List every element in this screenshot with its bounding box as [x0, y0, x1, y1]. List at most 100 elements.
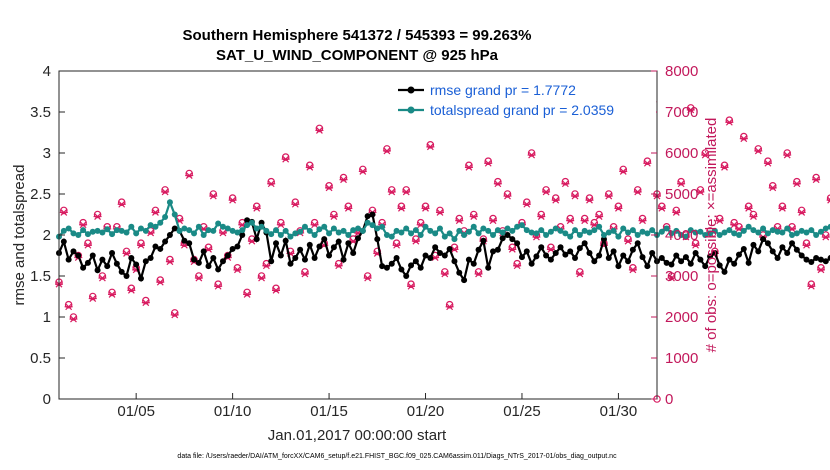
obs-possible-point — [783, 149, 792, 157]
totalspread-point — [379, 223, 386, 230]
totalspread-point — [509, 227, 516, 234]
rmse-point — [514, 240, 521, 247]
rmse-point — [70, 248, 77, 255]
totalspread-point — [128, 223, 135, 230]
obs-possible-point — [228, 194, 237, 202]
y-tick-label-right: 5000 — [665, 186, 698, 203]
rmse-point — [297, 246, 304, 253]
totalspread-point — [239, 227, 246, 234]
obs-assimilated-point — [595, 213, 604, 220]
totalspread-point — [461, 232, 468, 238]
totalspread-point — [181, 225, 188, 232]
rmse-point — [65, 256, 72, 263]
totalspread-point — [822, 225, 829, 232]
obs-possible-point — [489, 214, 497, 223]
obs-assimilated-point — [136, 241, 145, 249]
obs-possible-point — [740, 132, 748, 141]
obs-assimilated-point — [257, 274, 266, 282]
rmse-point — [547, 256, 554, 263]
obs-assimilated-point — [69, 315, 78, 323]
obs-assimilated-point — [619, 168, 628, 175]
totalspread-point — [789, 232, 796, 238]
obs-assimilated-point — [768, 184, 777, 192]
rmse-point — [461, 277, 468, 284]
totalspread-point — [547, 228, 554, 235]
obs-possible-point — [826, 194, 830, 202]
obs-possible-point — [441, 268, 449, 276]
obs-assimilated-point — [628, 266, 637, 274]
rmse-point — [465, 256, 472, 263]
obs-assimilated-point — [643, 159, 652, 167]
legend-rmse-marker — [407, 86, 415, 94]
rmse-point — [350, 250, 357, 257]
x-tick-label: 01/05 — [117, 403, 155, 420]
obs-assimilated-point — [484, 159, 493, 167]
totalspread-point — [615, 233, 622, 240]
obs-assimilated-point — [469, 213, 478, 220]
totalspread-point — [436, 225, 443, 232]
totalspread-point — [364, 219, 371, 226]
obs-assimilated-point — [305, 163, 314, 171]
obs-assimilated-point — [672, 209, 681, 216]
obs-assimilated-point — [315, 127, 324, 134]
totalspread-point — [89, 228, 96, 235]
obs-assimilated-point — [262, 262, 271, 270]
totalspread-point — [817, 228, 824, 235]
obs-possible-point — [585, 194, 594, 202]
obs-assimilated-point — [310, 221, 319, 229]
obs-possible-point — [667, 272, 676, 280]
rmse-point — [393, 254, 400, 261]
obs-possible-point — [117, 198, 126, 207]
obs-possible-point — [817, 263, 825, 272]
obs-assimilated-point — [546, 245, 555, 253]
obs-assimilated-point — [739, 135, 748, 143]
rmse-point — [581, 240, 588, 247]
rmse-point — [109, 250, 116, 257]
legend-box — [392, 80, 656, 120]
obs-possible-point — [127, 284, 136, 293]
obs-possible-point — [108, 288, 116, 297]
rmse-point — [658, 254, 665, 261]
obs-assimilated-point — [291, 200, 300, 208]
rmse-point — [84, 259, 91, 266]
totalspread-point — [456, 227, 463, 234]
totalspread-point — [84, 231, 91, 238]
obs-assimilated-point — [816, 266, 825, 274]
obs-possible-point — [277, 218, 285, 227]
obs-assimilated-point — [194, 274, 203, 282]
totalspread-point — [441, 233, 448, 240]
obs-assimilated-point — [156, 278, 165, 286]
obs-assimilated-point — [527, 151, 536, 159]
obs-possible-point — [98, 272, 107, 280]
rmse-point — [707, 253, 714, 260]
totalspread-point — [470, 223, 477, 230]
obs-assimilated-point — [440, 270, 449, 278]
totalspread-point — [297, 228, 304, 235]
totalspread-point — [523, 227, 530, 234]
totalspread-point — [475, 230, 482, 237]
obs-assimilated-point — [575, 270, 584, 278]
rmse-point — [398, 266, 405, 273]
rmse-point — [822, 258, 829, 265]
totalspread-point — [152, 223, 159, 230]
rmse-point — [219, 258, 226, 265]
totalspread-point — [813, 232, 820, 238]
obs-possible-point — [551, 194, 560, 202]
y-tick-label-right: 8000 — [665, 63, 698, 80]
rmse-point — [518, 254, 525, 261]
rmse-point — [596, 252, 603, 259]
obs-assimilated-point — [686, 106, 695, 114]
obs-possible-point — [542, 186, 550, 194]
rmse-point — [716, 262, 723, 269]
obs-possible-point — [209, 190, 218, 198]
y-tick-label-right: 4000 — [665, 227, 698, 244]
rmse-point — [451, 258, 458, 265]
totalspread-point — [374, 225, 381, 232]
obs-possible-point — [691, 239, 700, 248]
totalspread-point — [764, 230, 771, 237]
totalspread-point — [287, 233, 294, 240]
rmse-point — [697, 256, 704, 263]
obs-possible-point — [74, 251, 83, 260]
totalspread-point — [75, 232, 82, 238]
totalspread-point — [70, 230, 77, 237]
